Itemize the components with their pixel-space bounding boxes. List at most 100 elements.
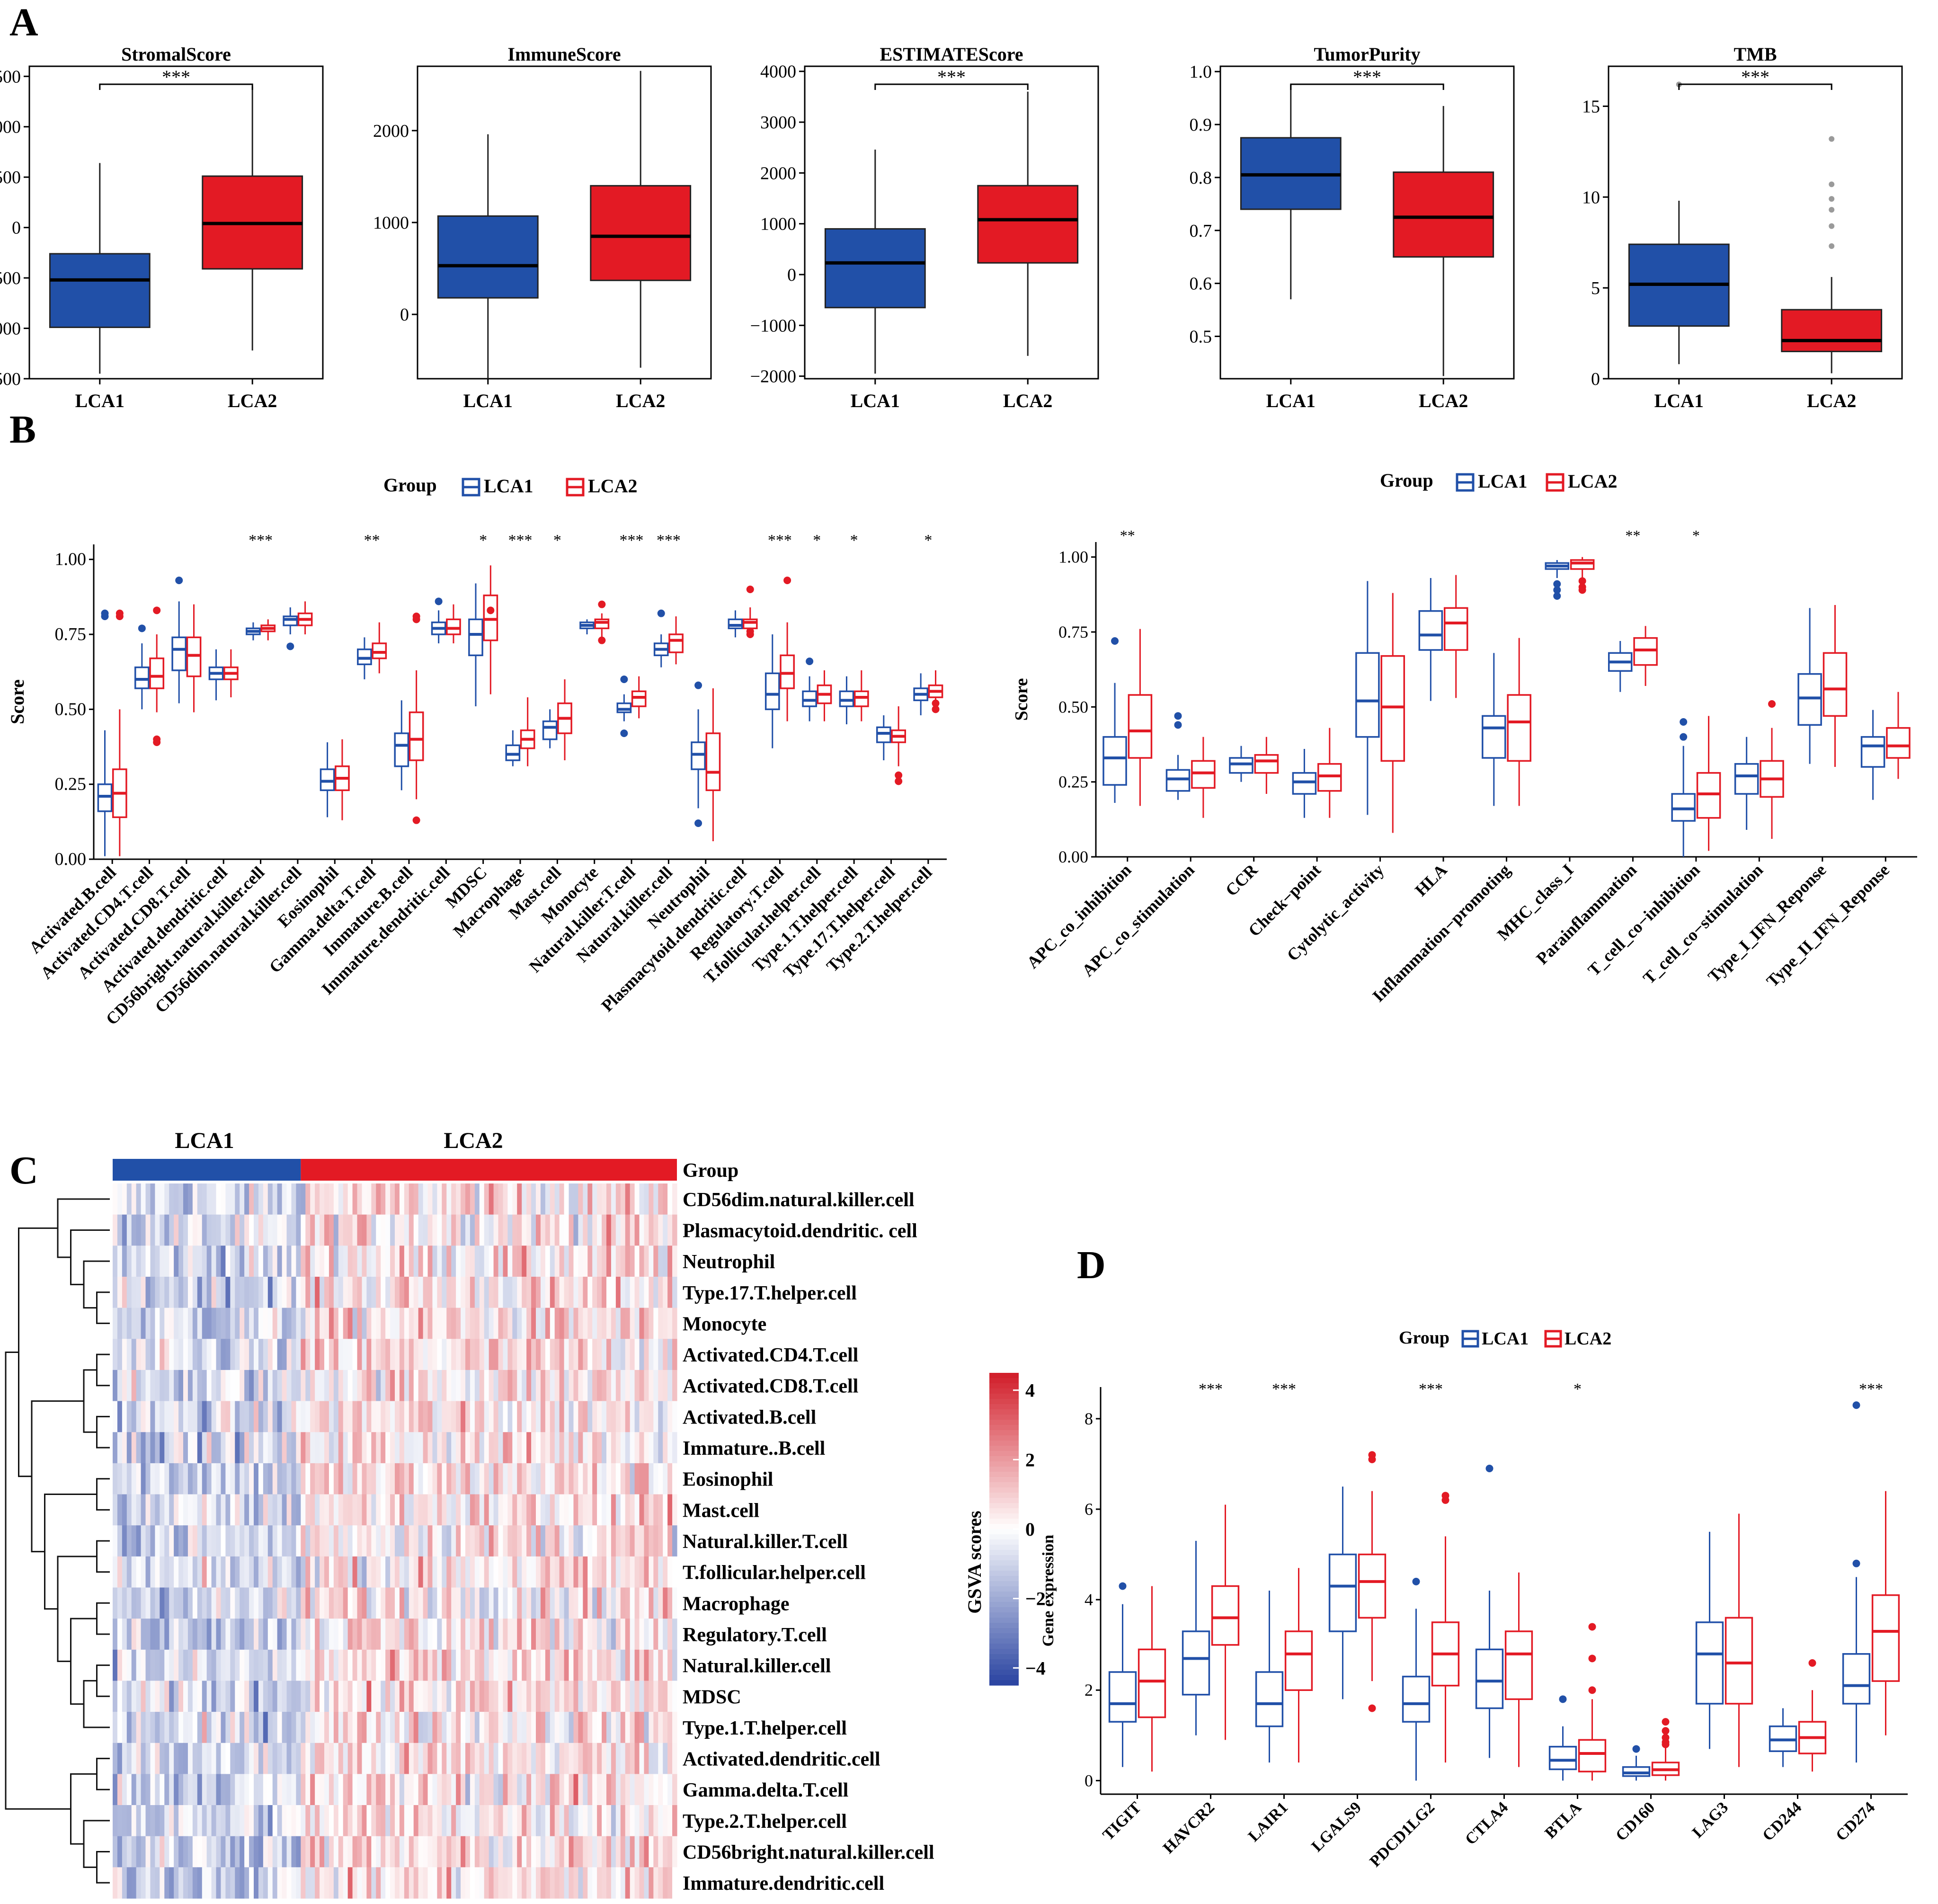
heatmap-cell xyxy=(602,1339,607,1370)
colorbar-tick-label: −2 xyxy=(1025,1588,1046,1610)
heatmap-cell xyxy=(587,1463,593,1495)
heatmap-cell xyxy=(126,1649,132,1682)
heatmap-cell xyxy=(569,1463,574,1495)
heatmap-cell xyxy=(620,1432,626,1464)
heatmap-cell xyxy=(160,1774,165,1806)
heatmap-cell xyxy=(630,1494,635,1526)
heatmap-cell xyxy=(206,1370,212,1402)
heatmap-cell xyxy=(343,1339,348,1370)
plot-frame xyxy=(1219,65,1515,380)
heatmap-cell xyxy=(366,1370,372,1402)
heatmap-cell xyxy=(254,1649,259,1682)
heatmap-cell xyxy=(155,1556,160,1588)
heatmap-cell xyxy=(390,1649,395,1682)
heatmap-cell xyxy=(249,1867,254,1899)
outlier-point xyxy=(1829,196,1835,202)
heatmap-cell xyxy=(592,1339,597,1370)
heatmap-cell xyxy=(423,1712,428,1744)
heatmap-cell xyxy=(606,1401,612,1432)
heatmap-cell xyxy=(385,1183,391,1215)
heatmap-cell xyxy=(489,1214,494,1246)
heatmap-cell xyxy=(587,1308,593,1339)
heatmap-cell xyxy=(404,1246,409,1277)
chart-title: TumorPurity xyxy=(1314,44,1420,65)
heatmap-cell xyxy=(667,1339,673,1370)
heatmap-cell xyxy=(145,1246,151,1277)
heatmap-cell xyxy=(343,1494,348,1526)
box-lca2 xyxy=(1570,559,1595,570)
heatmap-cell xyxy=(625,1681,631,1712)
heatmap-cell xyxy=(183,1774,188,1806)
heatmap-cell xyxy=(174,1556,179,1588)
heatmap-cell xyxy=(531,1743,536,1774)
heatmap-cell xyxy=(427,1556,433,1588)
heatmap-cell xyxy=(573,1401,578,1432)
heatmap-cell xyxy=(357,1525,363,1557)
heatmap-cell xyxy=(474,1183,480,1215)
heatmap-cell xyxy=(267,1805,273,1837)
heatmap-row: Mast.cell xyxy=(113,1494,759,1526)
colorbar-segment xyxy=(989,1420,1019,1425)
heatmap-cell xyxy=(649,1525,654,1557)
outlier-point xyxy=(1829,207,1835,213)
heatmap-cell xyxy=(301,1308,306,1339)
heatmap-cell xyxy=(286,1774,292,1806)
heatmap-cell xyxy=(507,1308,513,1339)
heatmap-cell xyxy=(141,1805,146,1837)
outlier-point-lca2 xyxy=(153,606,161,614)
heatmap-cell xyxy=(526,1649,532,1682)
colorbar-tick-label: 0 xyxy=(1025,1519,1035,1540)
heatmap-cell xyxy=(164,1401,169,1432)
heatmap-cell xyxy=(131,1619,137,1650)
heatmap-cell xyxy=(615,1463,621,1495)
heatmap-cell xyxy=(550,1805,555,1837)
heatmap-cell xyxy=(512,1432,517,1464)
heatmap-cell xyxy=(225,1183,231,1215)
heatmap-row-label: Natural.killer.T.cell xyxy=(683,1531,848,1553)
heatmap-cell xyxy=(254,1401,259,1432)
heatmap-cell xyxy=(320,1587,325,1619)
heatmap-cell xyxy=(272,1836,278,1868)
colorbar-segment xyxy=(989,1456,1019,1462)
heatmap-cell xyxy=(183,1649,188,1682)
heatmap-cell xyxy=(583,1587,588,1619)
heatmap-cell xyxy=(465,1214,471,1246)
heatmap-cell xyxy=(545,1743,551,1774)
heatmap-cell xyxy=(507,1276,513,1308)
heatmap-cell xyxy=(536,1432,541,1464)
heatmap-cell xyxy=(587,1681,593,1712)
heatmap-cell xyxy=(456,1370,461,1402)
heatmap-cell xyxy=(296,1587,301,1619)
heatmap-cell xyxy=(667,1401,673,1432)
heatmap-cell xyxy=(498,1370,504,1402)
heatmap-cell xyxy=(578,1308,583,1339)
heatmap-cell xyxy=(470,1712,475,1744)
outlier-point-lca2 xyxy=(1578,577,1586,585)
heatmap-cell xyxy=(315,1556,320,1588)
heatmap-row-label: Type.2.T.helper.cell xyxy=(683,1811,847,1833)
heatmap-cell xyxy=(197,1525,203,1557)
heatmap-cell xyxy=(131,1370,137,1402)
heatmap-cell xyxy=(517,1370,522,1402)
heatmap-cell xyxy=(301,1867,306,1899)
heatmap-cell xyxy=(597,1712,602,1744)
y-tick-label: 4000 xyxy=(760,62,796,82)
heatmap-cell xyxy=(282,1308,287,1339)
heatmap-cell xyxy=(672,1183,677,1215)
heatmap-cell xyxy=(301,1214,306,1246)
heatmap-cell xyxy=(620,1836,626,1868)
heatmap-cell xyxy=(141,1401,146,1432)
heatmap-row: Monocyte xyxy=(113,1308,766,1339)
significance-marker: *** xyxy=(657,532,681,549)
heatmap-cell xyxy=(630,1246,635,1277)
box-lca1 xyxy=(1402,1675,1431,1723)
heatmap-cell xyxy=(272,1276,278,1308)
heatmap-cell xyxy=(221,1276,226,1308)
heatmap-cell xyxy=(301,1587,306,1619)
heatmap-cell xyxy=(183,1836,188,1868)
heatmap-cell xyxy=(390,1805,395,1837)
heatmap-cell xyxy=(376,1276,381,1308)
heatmap-cell xyxy=(399,1276,405,1308)
heatmap-cell xyxy=(503,1525,508,1557)
heatmap-cell xyxy=(277,1463,283,1495)
